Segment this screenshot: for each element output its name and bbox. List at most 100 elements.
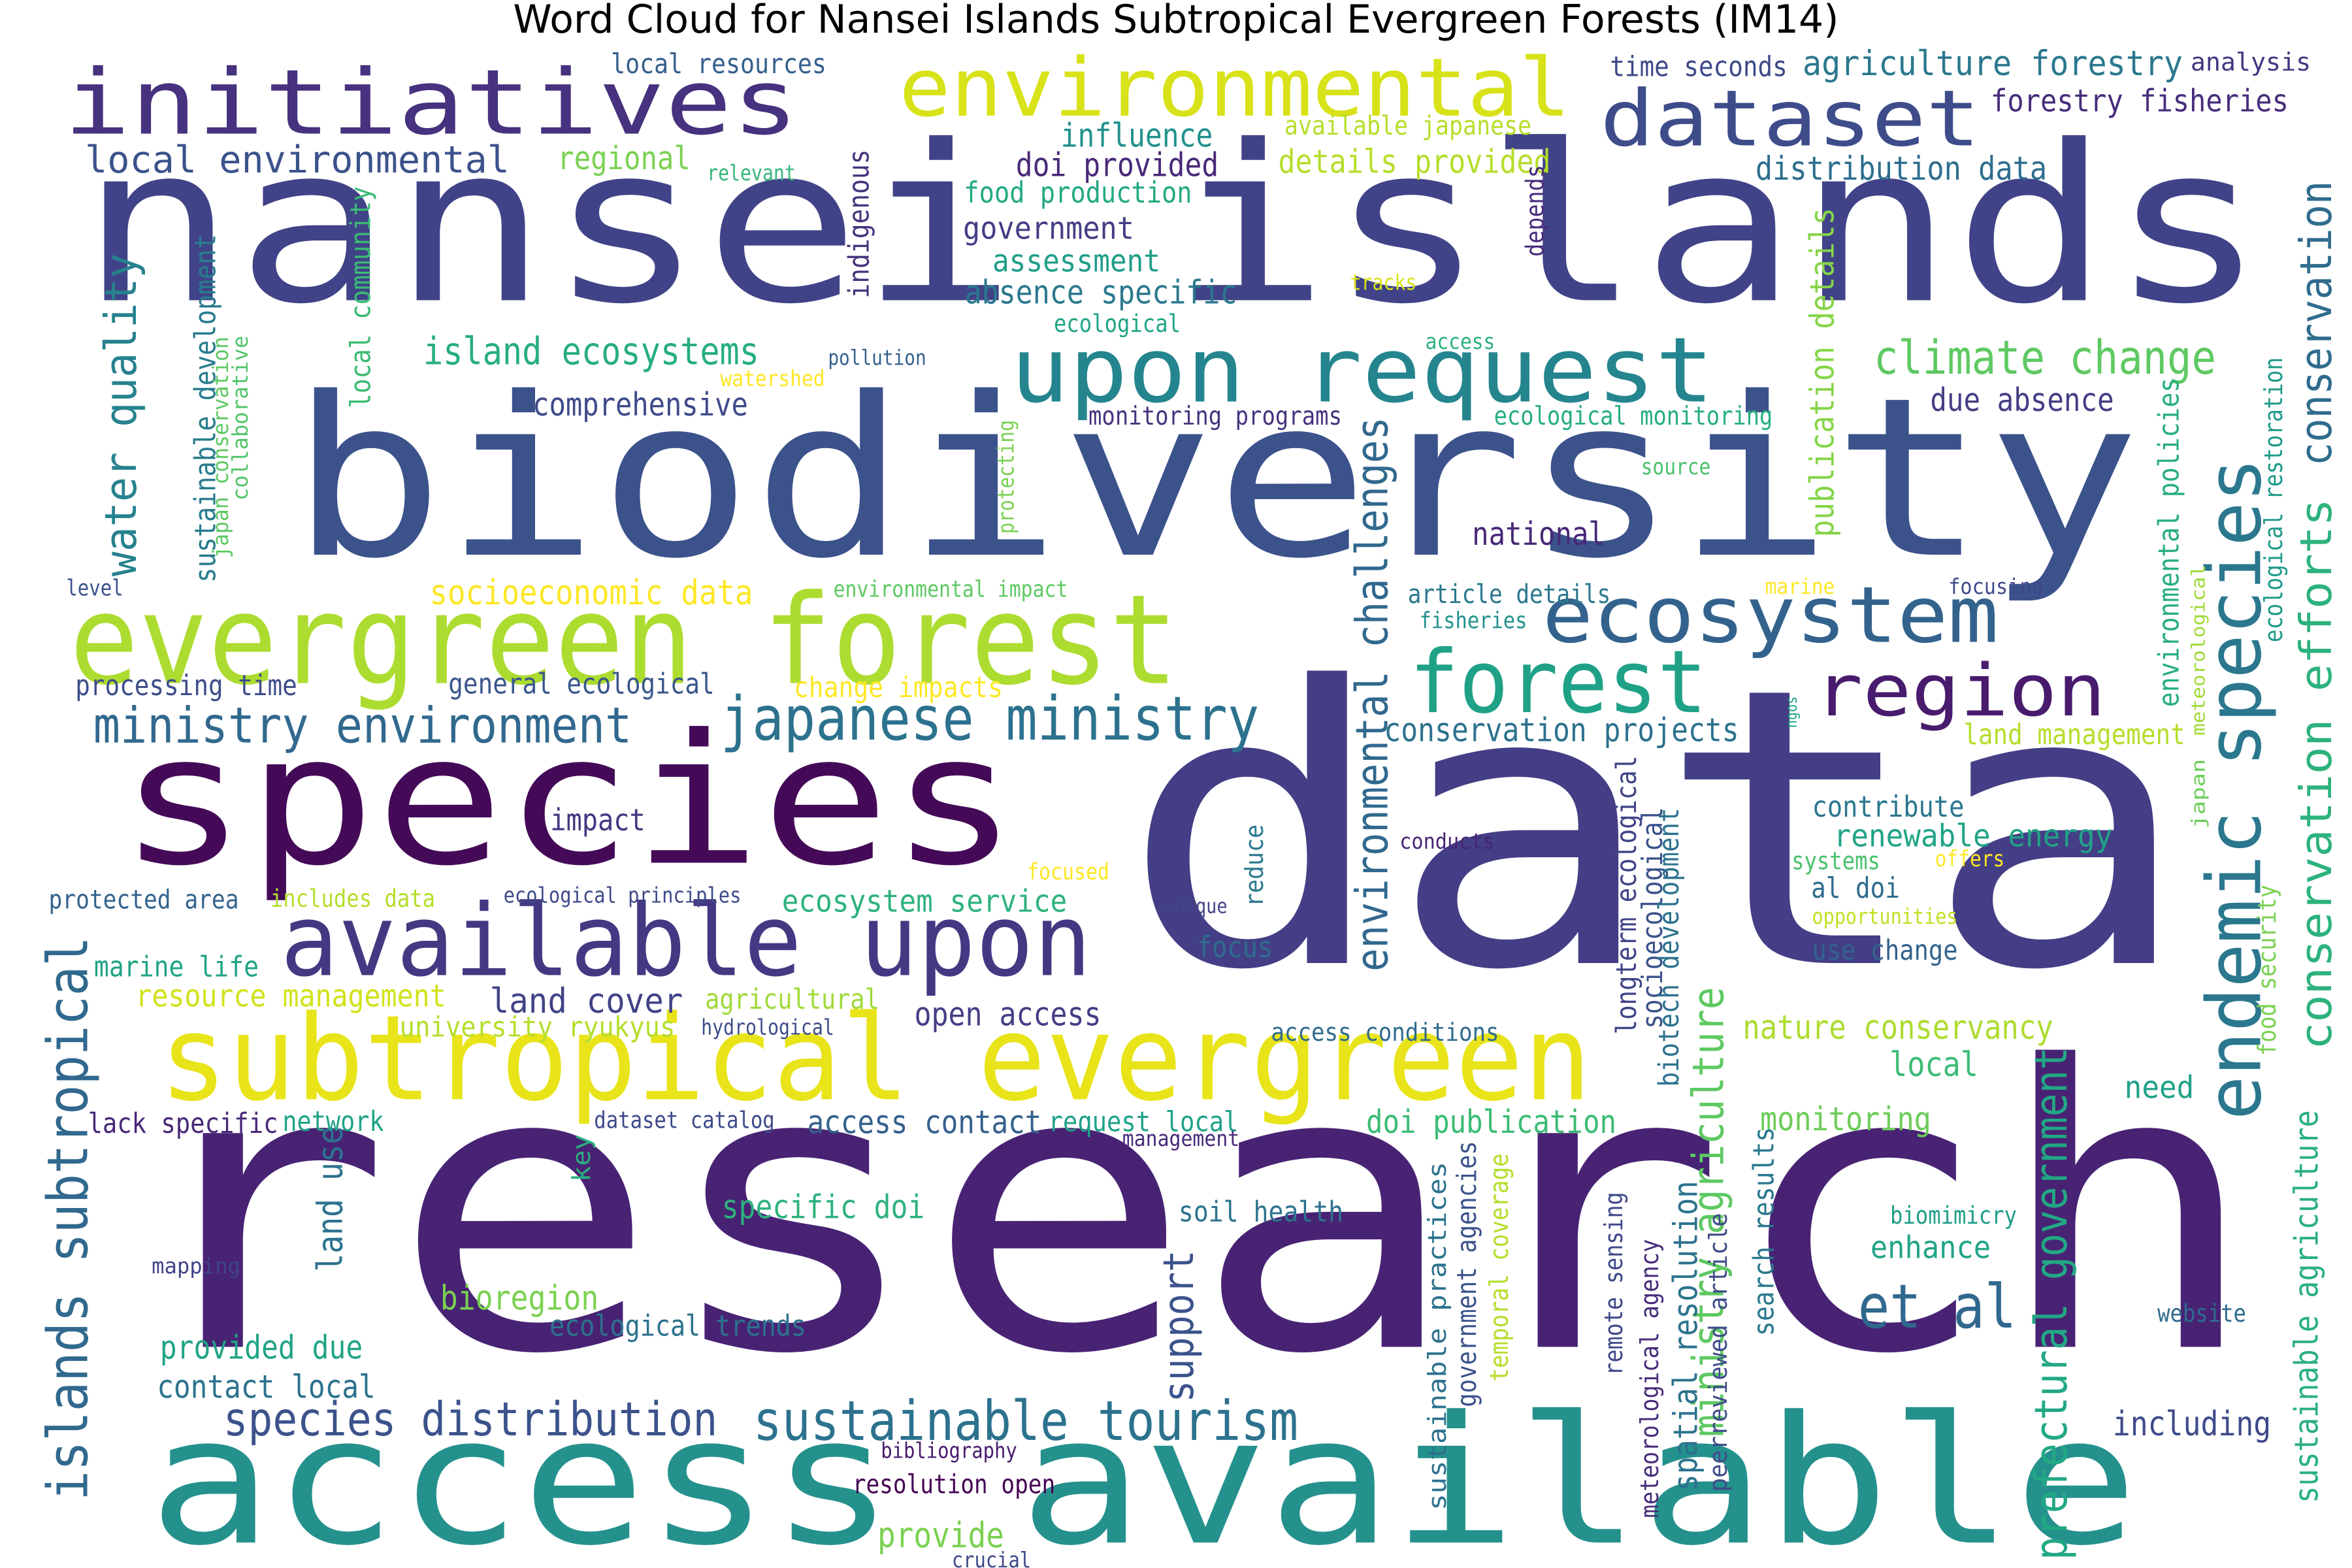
word-sustainable-agriculture: sustainable agriculture bbox=[2287, 1110, 2326, 1503]
word-ministry-environment: ministry environment bbox=[93, 696, 632, 755]
word-search-results: search results bbox=[1748, 1127, 1781, 1336]
word-meteorological: meteorological bbox=[2188, 564, 2210, 736]
word-al-doi: al doi bbox=[1811, 872, 1900, 905]
word-remote-sensing: remote sensing bbox=[1599, 1192, 1628, 1375]
word-local-resources: local resources bbox=[611, 48, 826, 80]
word-biotech-development: biotech development bbox=[1653, 808, 1686, 1087]
word-includes-data: includes data bbox=[270, 884, 435, 913]
word-resolution-open: resolution open bbox=[853, 1470, 1055, 1500]
word-open-access: open access bbox=[914, 996, 1101, 1034]
word-dataset: dataset bbox=[1600, 74, 1980, 165]
word-monitoring-programs: monitoring programs bbox=[1088, 402, 1342, 431]
word-including: including bbox=[2113, 1405, 2272, 1444]
word-distribution-data: distribution data bbox=[1756, 149, 2047, 188]
word-conservation-projects: conservation projects bbox=[1384, 711, 1739, 749]
word-socioecological: socioecological bbox=[1637, 807, 1669, 1029]
word-ecological-monitoring: ecological monitoring bbox=[1494, 402, 1773, 431]
word-processing-time: processing time bbox=[75, 670, 297, 702]
word-fisheries: fisheries bbox=[1420, 608, 1527, 634]
word-source: source bbox=[1641, 454, 1711, 480]
word-conservation: conservation bbox=[2291, 181, 2342, 466]
word-publication-details: publication details bbox=[1804, 208, 1842, 537]
word-change-impacts: change impacts bbox=[794, 671, 1003, 704]
word-research: research bbox=[125, 985, 2261, 1440]
word-island-ecosystems: island ecosystems bbox=[423, 329, 759, 374]
word-available-japanese: available japanese bbox=[1284, 110, 1531, 141]
word-forestry-fisheries: forestry fisheries bbox=[1991, 84, 2289, 120]
word-mapping: mapping bbox=[152, 1253, 240, 1279]
word-marine: marine bbox=[1765, 574, 1835, 599]
word-region: region bbox=[1814, 649, 2106, 732]
word-ecosystem: ecosystem bbox=[1543, 571, 1999, 661]
word-conducts: conducts bbox=[1399, 828, 1495, 854]
word-environmental-challenges: environmental challenges bbox=[1347, 417, 1398, 972]
word-contact-local: contact local bbox=[157, 1368, 376, 1406]
word-impact: impact bbox=[550, 802, 645, 838]
word-japan-conservation: japan conservation bbox=[208, 336, 233, 559]
word-assessment: assessment bbox=[992, 244, 1160, 280]
word-biodiversity: biodiversity bbox=[290, 350, 2140, 607]
word-dataset-catalog: dataset catalog bbox=[594, 1107, 774, 1134]
word-peerreviewed-article: peerreviewed article bbox=[1704, 1213, 1733, 1492]
word-agriculture-forestry: agriculture forestry bbox=[1803, 44, 2183, 84]
word-japan: japan bbox=[2188, 759, 2210, 829]
word-protecting: protecting bbox=[994, 420, 1019, 534]
word-ecosystem-service: ecosystem service bbox=[782, 884, 1068, 920]
word-land-use: land use bbox=[310, 1126, 351, 1271]
word-bibliography: bibliography bbox=[881, 1438, 1017, 1463]
word-indigenous: indigenous bbox=[843, 150, 876, 299]
word-unique: unique bbox=[1164, 895, 1228, 919]
word-use-change: use change bbox=[1812, 934, 1957, 967]
word-land-cover: land cover bbox=[490, 981, 683, 1021]
word-water-quality: water quality bbox=[95, 253, 146, 577]
word-ecological: ecological bbox=[1054, 309, 1181, 338]
word-forest: forest bbox=[1409, 632, 1707, 733]
word-species: species bbox=[118, 696, 1018, 906]
word-renewable-energy: renewable energy bbox=[1834, 819, 2113, 855]
word-provide: provide bbox=[877, 1515, 1004, 1556]
word-network: network bbox=[282, 1106, 384, 1138]
cloud-title: Word Cloud for Nansei Islands Subtropica… bbox=[513, 0, 1839, 42]
word-data: data bbox=[1120, 606, 2191, 1054]
word-government-agencies: government agencies bbox=[1451, 1141, 1482, 1407]
word-analysis: analysis bbox=[2191, 48, 2311, 76]
word-ministry-agriculture: ministry agriculture bbox=[1684, 987, 1734, 1437]
word-access-contact: access contact bbox=[808, 1103, 1042, 1141]
word-ecological-principles: ecological principles bbox=[504, 883, 742, 908]
word-ecological-restoration: ecological restoration bbox=[2259, 357, 2288, 643]
word-environmental: environmental bbox=[899, 41, 1571, 135]
word-key: key bbox=[567, 1134, 596, 1182]
word-subtropical-evergreen: subtropical evergreen bbox=[159, 990, 1592, 1128]
word-environmental-policies: environmental policies bbox=[2153, 378, 2186, 707]
word-article-details: article details bbox=[1408, 580, 1610, 610]
word-local-community: local community bbox=[345, 186, 378, 408]
word-regional: regional bbox=[557, 140, 691, 177]
word-focus: focus bbox=[1197, 930, 1273, 964]
word-relevant: relevant bbox=[707, 161, 796, 186]
word-access-available: access available bbox=[148, 1379, 2138, 1568]
word-food-production: food production bbox=[964, 176, 1192, 210]
word-available-upon: available upon bbox=[280, 883, 1092, 999]
word-islands-subtropical: islands subtropical bbox=[37, 936, 101, 1500]
word-bioregion: bioregion bbox=[440, 1279, 599, 1318]
word-resource-management: resource management bbox=[135, 979, 446, 1015]
word-reduce: reduce bbox=[1240, 825, 1269, 907]
word-support: support bbox=[1155, 1250, 1203, 1403]
word-due-absence: due absence bbox=[1930, 382, 2114, 419]
word-focusing: focusing bbox=[1948, 574, 2044, 599]
word-endemic-species: endemic species bbox=[2191, 458, 2278, 1120]
word-climate-change: climate change bbox=[1874, 331, 2216, 385]
word-ngos: ngos bbox=[1783, 696, 1801, 728]
word-opportunities: opportunities bbox=[1812, 904, 1957, 929]
word-comprehensive: comprehensive bbox=[532, 387, 748, 423]
word-national: national bbox=[1472, 515, 1605, 553]
word-absence-specific: absence specific bbox=[964, 274, 1237, 312]
word-environmental-impact: environmental impact bbox=[834, 577, 1068, 603]
word-food-security: food security bbox=[2253, 885, 2281, 1056]
word-temporal-coverage: temporal coverage bbox=[1484, 1153, 1514, 1381]
word-spatial-resolution: spatial resolution bbox=[1667, 1181, 1705, 1491]
word-pollution: pollution bbox=[828, 346, 926, 370]
word-collaborative: collaborative bbox=[227, 336, 253, 500]
word-need: need bbox=[2125, 1070, 2195, 1106]
word-biomimicry: biomimicry bbox=[1890, 1201, 2017, 1230]
